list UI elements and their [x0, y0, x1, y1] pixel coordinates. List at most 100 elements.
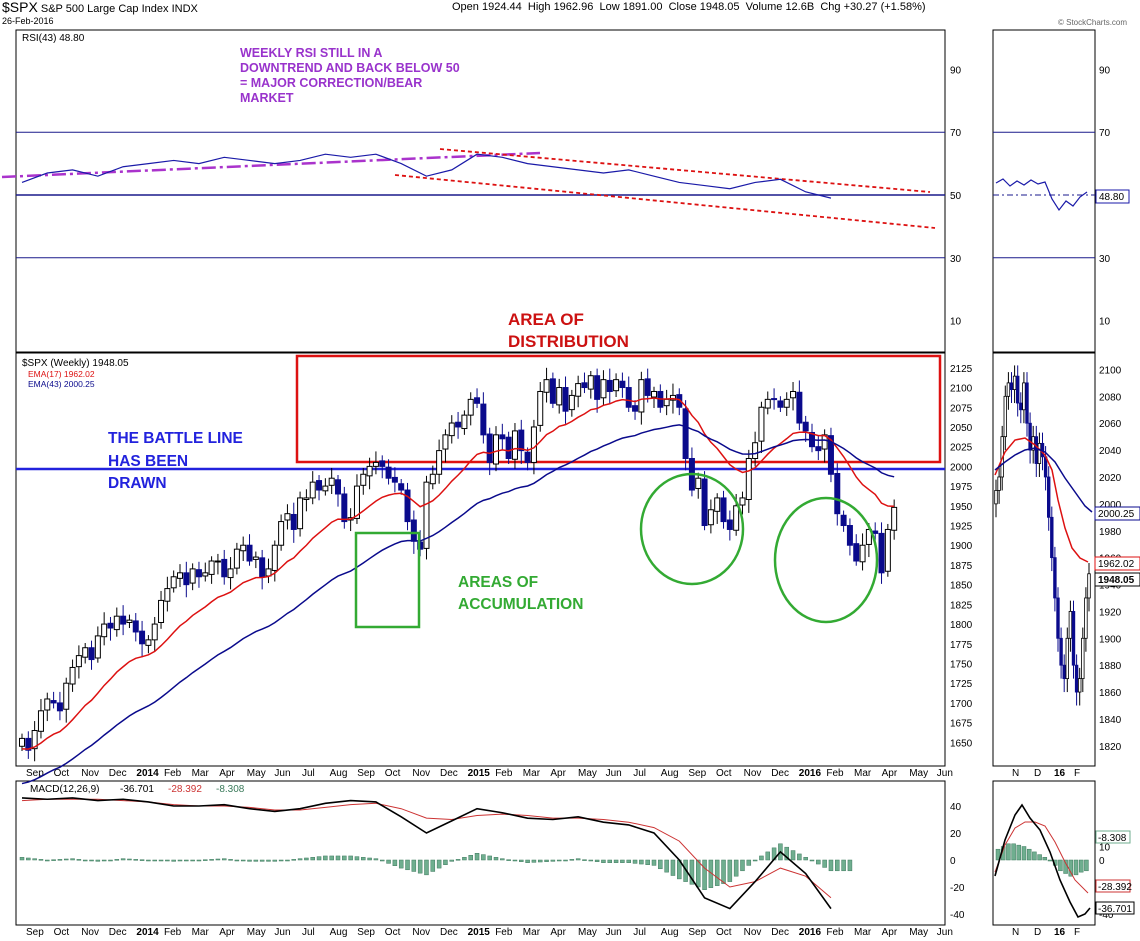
- candle-body: [360, 473, 367, 486]
- candle-body: [720, 497, 727, 523]
- candle-body: [594, 375, 601, 400]
- low-label: Low: [599, 1, 620, 13]
- price-inset-tick-1980: 1980: [1099, 527, 1122, 538]
- month-label-bottom: Sep: [688, 927, 706, 938]
- month-label: Dec: [440, 768, 458, 779]
- rsi-inset-tick-10: 10: [1099, 317, 1111, 328]
- macd-legend: MACD(12,26,9) -36.701 -28.392 -8.308: [30, 784, 245, 795]
- macd-hist-bar: [196, 859, 202, 862]
- inset-candle-body: [1053, 557, 1057, 599]
- macd-hist-bar: [835, 859, 840, 872]
- candle-body: [707, 509, 714, 526]
- candle-body: [240, 544, 247, 552]
- price-panel: [15, 352, 946, 767]
- month-label-bottom: Jun: [274, 927, 290, 938]
- candle-body: [145, 639, 152, 646]
- macd-hist-bar: [670, 859, 676, 876]
- candle-body: [385, 466, 392, 479]
- price-tick-2075: 2075: [950, 403, 973, 414]
- month-label: Dec: [109, 768, 127, 779]
- price-inset-tick-2060: 2060: [1099, 419, 1122, 430]
- macd-legend-macd: -36.701: [120, 784, 154, 795]
- macd-hist-bar: [487, 855, 492, 861]
- macd-inset-hist-bar: [1011, 843, 1016, 861]
- macd-hist-bar: [493, 857, 499, 861]
- candle-body: [366, 465, 373, 477]
- macd-hist-bar: [310, 857, 315, 861]
- macd-hist-bar: [424, 859, 429, 876]
- inset-close-badge: [1094, 572, 1140, 587]
- month-label-bottom: Jun: [606, 927, 622, 938]
- inset-candle-body: [1022, 382, 1026, 411]
- month-label: Oct: [385, 768, 401, 779]
- macd-hist-bar: [506, 859, 511, 861]
- candle-body: [644, 378, 651, 396]
- candle-body: [733, 505, 740, 531]
- macd-hist-bar: [190, 859, 195, 862]
- candle-body: [88, 647, 95, 661]
- candle-body: [69, 666, 76, 685]
- macd-inset-hist-bar: [1042, 857, 1048, 861]
- candle-body: [278, 521, 285, 546]
- candle-body: [455, 421, 462, 428]
- candle-body: [284, 513, 291, 521]
- macd-hist-bar: [752, 859, 758, 862]
- price-tick-1975: 1975: [950, 482, 973, 493]
- inset-ema17-value: 1962.02: [1098, 559, 1135, 570]
- macd-hist-bar: [651, 859, 657, 866]
- macd-inset-panel: [992, 780, 1096, 926]
- price-tick-1675: 1675: [950, 719, 973, 730]
- accumulation-label-2: ACCUMULATION: [458, 596, 583, 613]
- inset-candle-body: [1025, 382, 1029, 424]
- macd-hist-bar: [803, 857, 808, 861]
- month-label-bottom: Jul: [633, 927, 646, 938]
- candle-body: [669, 394, 676, 401]
- macd-inset-hist-badge: [1095, 830, 1131, 844]
- macd-inset-signal-value: -28.392: [1098, 882, 1132, 893]
- price-inset-tick-1880: 1880: [1099, 661, 1122, 672]
- candle-body: [530, 426, 537, 463]
- candle-body: [44, 698, 51, 711]
- macd-hist-bar: [632, 859, 638, 864]
- price-legend-ema43: EMA(43) 2000.25: [28, 379, 95, 389]
- candle-body: [50, 700, 57, 704]
- candle-body: [840, 514, 847, 527]
- macd-hist-bar: [695, 859, 701, 888]
- macd-inset-hist-bar: [1084, 859, 1089, 872]
- rsi-line: [21, 153, 832, 199]
- rsi-inset-tick-90: 90: [1099, 65, 1111, 76]
- candle-body: [164, 588, 171, 602]
- candle-body: [227, 568, 234, 579]
- candle-body: [132, 620, 139, 633]
- macd-hist-bar: [550, 859, 556, 862]
- rsi-inset-line: [995, 178, 1088, 212]
- candle-body: [493, 434, 499, 465]
- macd-hist-bar: [537, 859, 543, 863]
- volume-label: Volume: [745, 1, 783, 13]
- inset-x-label-bottom: D: [1034, 927, 1041, 938]
- month-label: Nov: [744, 768, 762, 779]
- inset-candle-body: [1078, 678, 1082, 693]
- candle-body: [139, 630, 146, 645]
- month-label: Dec: [771, 768, 789, 779]
- macd-tick-40: 40: [950, 802, 962, 813]
- inset-candle-body: [1071, 611, 1076, 666]
- macd-hist-bar: [209, 859, 214, 861]
- candle-body: [290, 513, 297, 530]
- candle-body: [195, 569, 202, 578]
- close-label: Close: [668, 1, 697, 13]
- month-label: May: [909, 768, 928, 779]
- month-label: Sep: [26, 768, 44, 779]
- month-tick-labels: Sep Oct Nov Dec 2014 Feb Mar Apr May Jun Jul Aug Sep…: [26, 768, 953, 779]
- price-inset-tick-1820: 1820: [1099, 742, 1122, 753]
- candle-body: [75, 655, 82, 668]
- macd-hist-bar: [342, 855, 347, 861]
- candle-body: [884, 528, 891, 572]
- candle-body: [214, 560, 221, 563]
- rsi-tick-30: 30: [950, 254, 962, 265]
- month-label-bottom: Mar: [523, 927, 541, 938]
- macd-hist-bar: [247, 859, 252, 862]
- candle-body: [259, 557, 266, 578]
- macd-inset-hist-bar: [1016, 844, 1022, 861]
- candle-body: [632, 405, 639, 412]
